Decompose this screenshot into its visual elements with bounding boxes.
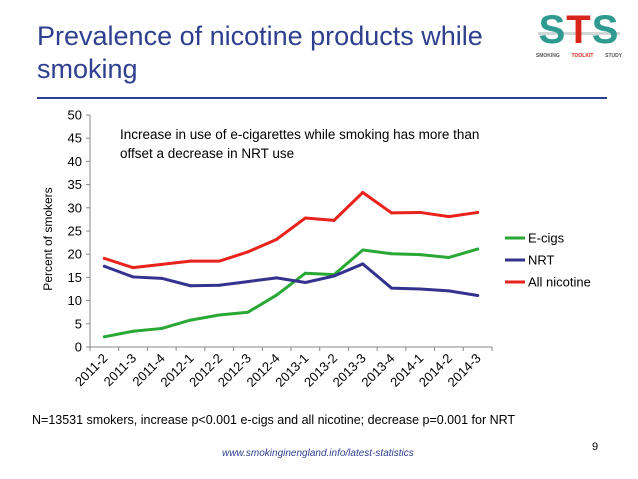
data-point-all-nicotine <box>102 256 106 260</box>
page-number: 9 <box>592 441 599 453</box>
logo-letters: STS <box>530 8 628 52</box>
logo-bar <box>538 32 620 35</box>
data-point-e-cigs <box>217 313 221 317</box>
data-point-all-nicotine <box>217 259 221 263</box>
logo-subtitle: SMOKING TOOLKIT STUDY <box>530 52 628 60</box>
y-tick-label: 5 <box>75 316 82 331</box>
data-point-e-cigs <box>390 252 393 256</box>
sts-logo: STS SMOKING TOOLKIT STUDY <box>530 8 628 70</box>
data-point-all-nicotine <box>246 250 250 254</box>
legend-label-all-nicotine: All nicotine <box>528 275 591 290</box>
chart-annotation: Increase in use of e-cigarettes while sm… <box>120 127 480 161</box>
data-point-e-cigs <box>131 329 135 333</box>
slide-title: Prevalence of nicotine products while sm… <box>37 21 483 84</box>
series-line-e-cigs <box>102 247 480 339</box>
data-point-e-cigs <box>102 335 106 339</box>
y-tick-label: 25 <box>68 224 82 239</box>
y-tick-label: 40 <box>68 154 82 169</box>
data-point-e-cigs <box>275 293 279 297</box>
data-point-nrt <box>131 275 135 279</box>
chart-lines <box>102 190 480 339</box>
data-point-all-nicotine <box>361 190 365 194</box>
logo-sub-study: STUDY <box>605 53 623 59</box>
data-point-all-nicotine <box>303 216 307 220</box>
data-point-all-nicotine <box>332 218 336 222</box>
data-point-nrt <box>303 281 307 285</box>
y-tick-label: 30 <box>68 200 82 215</box>
data-point-nrt <box>390 286 393 290</box>
y-tick-label: 45 <box>68 131 82 146</box>
y-axis-title: Percent of smokers <box>41 187 55 290</box>
data-point-nrt <box>102 264 106 268</box>
legend-label-e-cigs: E-cigs <box>528 231 565 246</box>
data-point-nrt <box>275 276 279 280</box>
data-point-all-nicotine <box>131 266 135 270</box>
data-point-nrt <box>476 293 480 297</box>
logo-letter-s2: S <box>591 8 620 52</box>
logo-sub-smoking: SMOKING <box>535 53 560 59</box>
series-line-all-nicotine <box>102 190 480 270</box>
chart-legend: E-cigs NRT All nicotine <box>505 231 591 290</box>
data-point-e-cigs <box>447 255 451 259</box>
x-tick-label: 2014-3 <box>445 351 484 390</box>
y-tick-label: 35 <box>68 177 82 192</box>
data-point-all-nicotine <box>476 210 480 214</box>
y-tick-label: 20 <box>68 247 82 262</box>
title-divider <box>37 97 607 99</box>
data-point-all-nicotine <box>189 259 192 263</box>
data-point-nrt <box>189 284 192 288</box>
data-point-e-cigs <box>246 310 250 314</box>
y-tick-label: 50 <box>68 108 82 123</box>
source-link[interactable]: www.smokinginengland.info/latest-statist… <box>222 448 414 459</box>
data-point-nrt <box>246 280 250 284</box>
logo-letter-t: T <box>566 8 592 52</box>
data-point-e-cigs <box>160 326 164 330</box>
data-point-all-nicotine <box>275 237 279 241</box>
logo-letter-s1: S <box>538 8 567 52</box>
data-point-nrt <box>418 287 422 291</box>
data-point-all-nicotine <box>447 215 451 219</box>
y-tick-label: 15 <box>68 270 82 285</box>
data-point-e-cigs <box>476 247 480 251</box>
data-point-nrt <box>332 274 336 278</box>
data-point-all-nicotine <box>390 211 393 215</box>
data-point-nrt <box>361 262 365 266</box>
data-point-e-cigs <box>361 248 365 252</box>
legend-label-nrt: NRT <box>528 253 555 268</box>
data-point-e-cigs <box>303 271 307 275</box>
data-point-nrt <box>217 283 221 287</box>
data-point-all-nicotine <box>418 210 422 214</box>
footnote: N=13531 smokers, increase p<0.001 e-cigs… <box>32 413 516 427</box>
data-point-e-cigs <box>418 253 422 257</box>
y-tick-label: 0 <box>75 340 82 355</box>
data-point-nrt <box>160 276 164 280</box>
data-point-e-cigs <box>189 318 192 322</box>
data-point-nrt <box>447 289 451 293</box>
data-point-all-nicotine <box>160 262 164 266</box>
series-line-nrt <box>102 262 480 297</box>
logo-sub-toolkit: TOOLKIT <box>571 53 594 59</box>
y-tick-label: 10 <box>68 293 82 308</box>
